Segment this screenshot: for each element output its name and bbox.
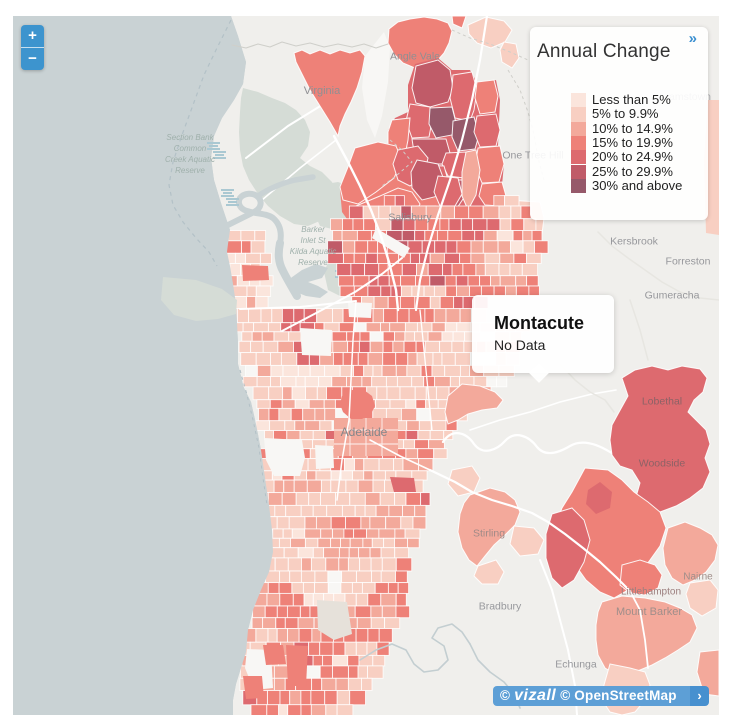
svg-text:Adelaide: Adelaide (341, 425, 388, 439)
svg-text:Mount Barker: Mount Barker (616, 606, 682, 618)
svg-text:Lobethal: Lobethal (642, 396, 682, 408)
svg-text:Echunga: Echunga (555, 659, 597, 671)
svg-text:Gumeracha: Gumeracha (645, 290, 700, 302)
svg-text:Reserve: Reserve (175, 166, 205, 175)
svg-text:Forreston: Forreston (666, 256, 711, 268)
svg-text:Creek Aquatic: Creek Aquatic (165, 155, 215, 164)
svg-text:Kersbrook: Kersbrook (610, 236, 659, 248)
svg-text:Nairne: Nairne (683, 572, 713, 583)
svg-text:Bradbury: Bradbury (479, 601, 522, 613)
svg-text:Inlet St: Inlet St (301, 236, 327, 245)
svg-text:Salisbury: Salisbury (388, 212, 432, 224)
svg-text:Woodside: Woodside (639, 458, 686, 470)
svg-text:Barker: Barker (301, 225, 325, 234)
svg-text:Virginia: Virginia (304, 85, 341, 97)
svg-text:Common: Common (174, 144, 207, 153)
svg-text:Kilda Aquatic: Kilda Aquatic (290, 247, 336, 256)
svg-text:Reserve: Reserve (298, 258, 328, 267)
svg-text:Angle Vale: Angle Vale (390, 51, 440, 63)
svg-text:Section Bank: Section Bank (166, 133, 214, 142)
svg-text:Littlehampton: Littlehampton (621, 587, 681, 598)
svg-text:Stirling: Stirling (473, 528, 505, 540)
